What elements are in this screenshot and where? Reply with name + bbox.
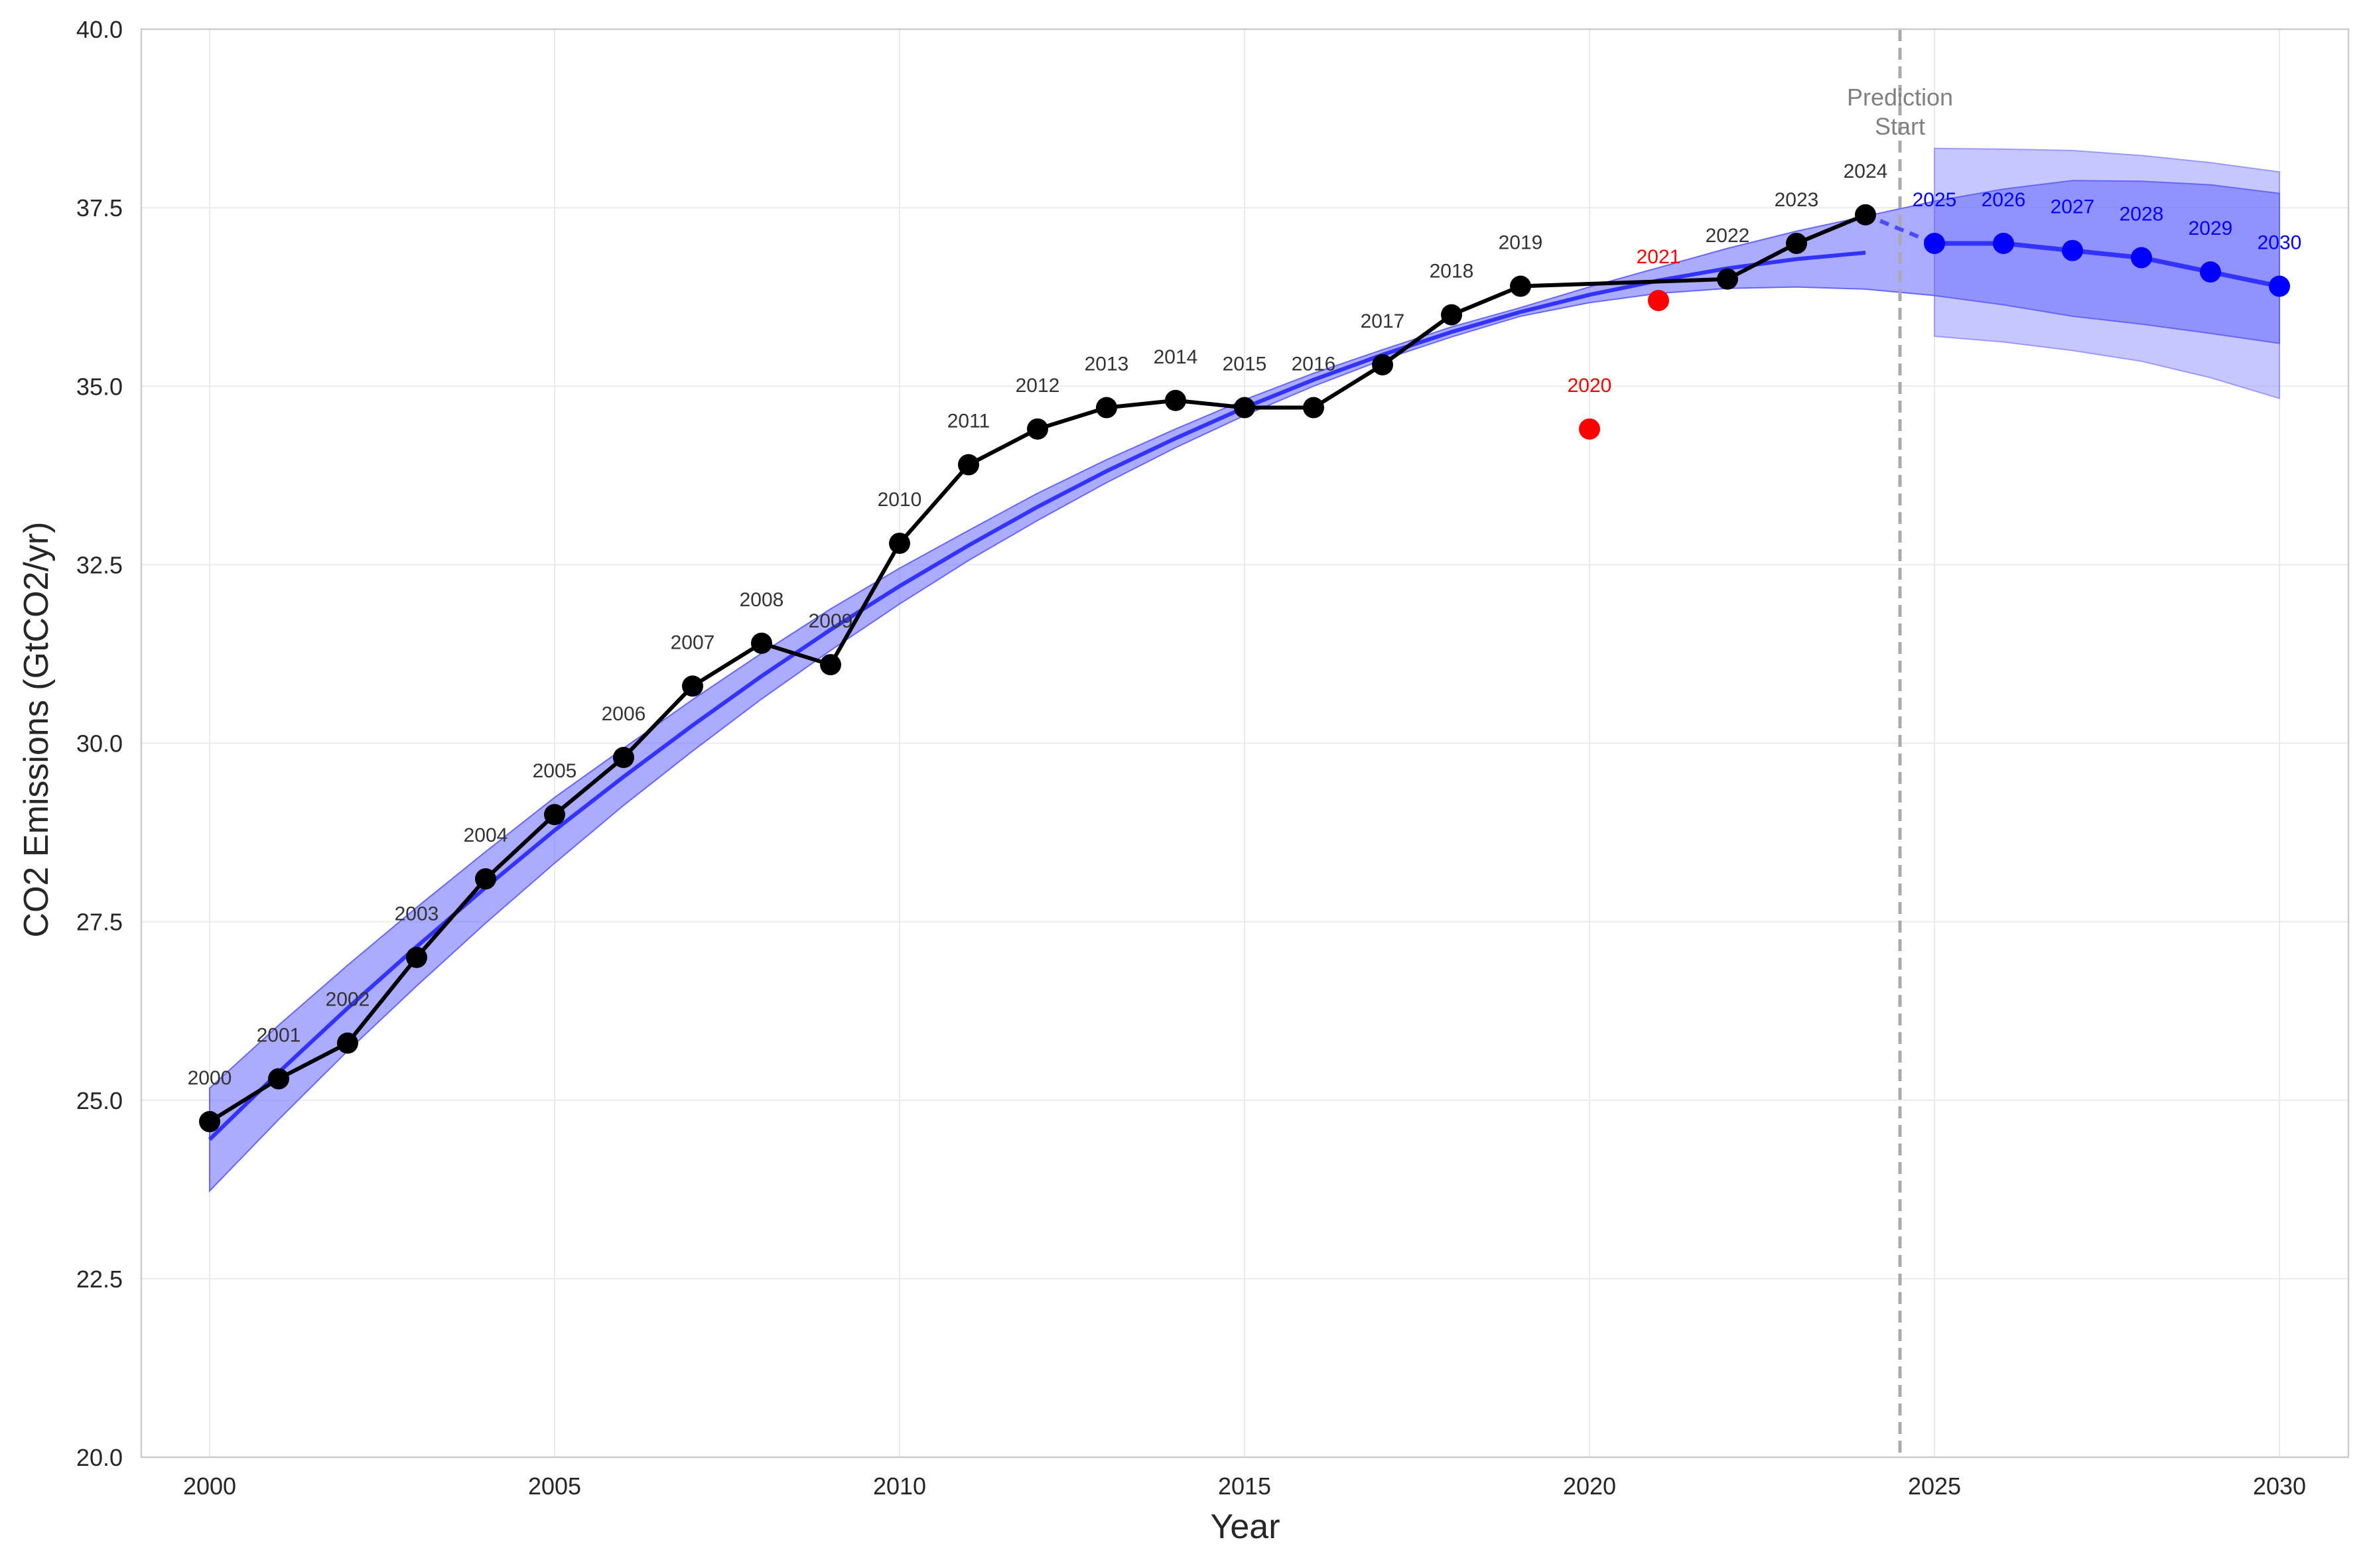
y-tick-label: 20.0: [76, 1444, 123, 1471]
observed-point: [751, 632, 772, 654]
confidence-bands: [209, 147, 2280, 1193]
forecast-point: [2062, 239, 2083, 261]
observed-point: [337, 1032, 358, 1054]
x-tick-label: 2020: [1563, 1472, 1616, 1500]
y-tick-label: 35.0: [76, 373, 123, 400]
observed-point-label: 2018: [1430, 261, 1474, 283]
observed-point-label: 2011: [947, 411, 990, 432]
observed-point-label: 2001: [257, 1024, 301, 1046]
forecast-point: [2131, 247, 2152, 269]
forecast-point: [1924, 232, 1945, 254]
observed-point-label: 2006: [602, 703, 646, 725]
forecast-point: [2269, 275, 2290, 297]
forecast-line: [1934, 241, 2280, 289]
prediction-start-label: Start: [1875, 113, 1925, 140]
x-tick-label: 2030: [2253, 1472, 2306, 1500]
x-tick-label: 2015: [1218, 1472, 1271, 1500]
axes: 2000 2005 2010 2015 2020 2025 2030 20.0 22.5 25.0…: [76, 16, 2350, 1500]
observed-point-label: 2023: [1775, 189, 1819, 211]
observed-point-label: 2009: [809, 610, 853, 632]
forecast-point-label: 2028: [2120, 203, 2164, 225]
fit-to-forecast-connector: [1864, 213, 1936, 245]
observed-point: [682, 675, 703, 697]
forecast-point-label: 2026: [1982, 189, 2026, 211]
observed-line: [208, 213, 1867, 1124]
forecast-point: [1993, 232, 2014, 254]
observed-point: [1234, 397, 1255, 419]
y-tick-label: 25.0: [76, 1087, 123, 1114]
series-points: [199, 204, 2290, 1133]
observed-point: [1855, 204, 1876, 226]
outlier-point-label: 2021: [1637, 246, 1681, 268]
forecast-point-label: 2025: [1913, 189, 1957, 211]
observed-point-label: 2000: [188, 1067, 232, 1089]
observed-point: [1441, 304, 1462, 326]
x-tick-label: 2000: [183, 1472, 236, 1500]
observed-point: [1717, 268, 1738, 290]
y-tick-label: 27.5: [76, 909, 123, 936]
outlier-point-label: 2020: [1568, 375, 1612, 397]
fit-confidence-band: [209, 180, 2280, 1193]
observed-point-label: 2003: [395, 903, 439, 925]
observed-point-label: 2012: [1016, 375, 1060, 397]
observed-point: [1786, 232, 1807, 254]
observed-point-label: 2002: [326, 989, 370, 1011]
forecast-point: [2200, 261, 2221, 283]
observed-point-label: 2010: [878, 489, 922, 511]
observed-point: [820, 654, 841, 676]
observed-point-label: 2007: [671, 631, 715, 653]
forecast-point-label: 2030: [2258, 232, 2302, 254]
x-tick-label: 2005: [528, 1472, 581, 1500]
x-axis-title: Year: [1210, 1508, 1280, 1546]
y-tick-label: 30.0: [76, 730, 123, 757]
observed-point-label: 2014: [1154, 346, 1198, 368]
y-axis-title: CO2 Emissions (GtCO2/yr): [17, 522, 56, 938]
plot-frame: [140, 28, 2350, 1459]
outlier-point: [1648, 290, 1669, 312]
observed-point-label: 2024: [1844, 161, 1888, 182]
observed-point-label: 2017: [1361, 310, 1405, 332]
forecast-point-label: 2027: [2051, 196, 2095, 218]
observed-point: [199, 1111, 220, 1133]
observed-point-label: 2008: [740, 589, 784, 611]
observed-point: [889, 533, 910, 555]
observed-point-label: 2016: [1292, 354, 1336, 375]
observed-point: [475, 868, 496, 890]
observed-point: [613, 747, 634, 769]
observed-point: [1303, 397, 1324, 419]
observed-point-label: 2022: [1706, 225, 1750, 247]
x-tick-label: 2010: [873, 1472, 926, 1500]
y-tick-label: 40.0: [76, 16, 123, 43]
forecast-point-label: 2029: [2189, 218, 2233, 239]
observed-point: [1027, 418, 1048, 440]
observed-point: [1165, 389, 1186, 411]
outlier-point: [1579, 418, 1600, 440]
observed-point-label: 2013: [1085, 354, 1129, 375]
y-tick-label: 37.5: [76, 194, 123, 222]
observed-point-label: 2019: [1499, 232, 1543, 254]
observed-point-label: 2005: [533, 760, 577, 782]
observed-point: [1372, 354, 1393, 375]
observed-point-label: 2004: [464, 824, 508, 846]
observed-point-label: 2015: [1223, 354, 1267, 375]
observed-point: [1096, 397, 1117, 419]
x-tick-label: 2025: [1908, 1472, 1961, 1500]
observed-point: [958, 454, 979, 476]
y-tick-label: 32.5: [76, 551, 123, 578]
observed-point: [268, 1068, 289, 1090]
observed-point: [406, 947, 427, 968]
observed-point: [1510, 275, 1531, 297]
observed-point: [544, 804, 565, 826]
prediction-start-label: Prediction: [1847, 84, 1953, 111]
y-tick-label: 22.5: [76, 1266, 123, 1293]
